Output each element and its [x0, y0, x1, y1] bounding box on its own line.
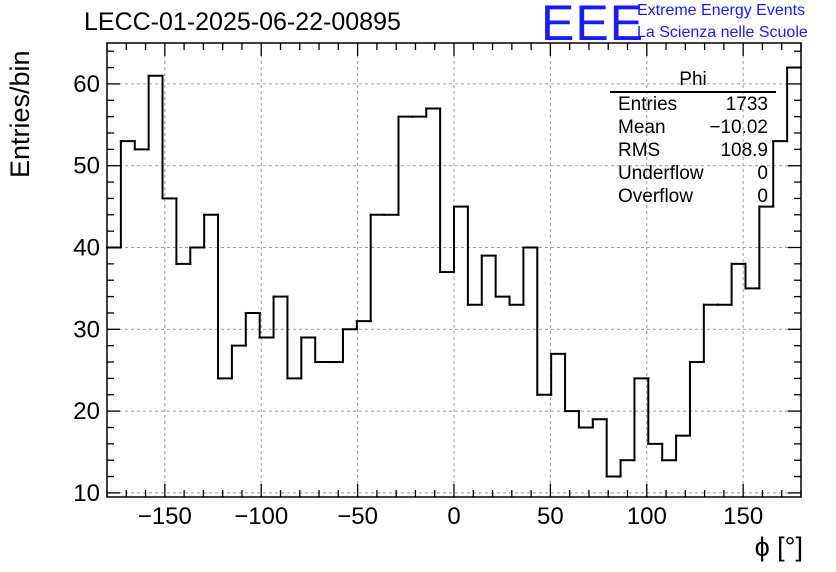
y-tick-label: 30: [73, 316, 100, 343]
stats-row-overflow: Overflow 0: [610, 185, 776, 208]
stats-label: Entries: [618, 94, 678, 115]
logo-mark: EEE: [541, 0, 645, 51]
x-tick-label: −50: [337, 503, 378, 530]
stats-box: Phi Entries 1733 Mean −10.02 RMS 108.9 U…: [610, 69, 776, 208]
stats-label: Overflow: [618, 186, 693, 207]
stats-title: Phi: [610, 69, 776, 93]
y-tick-label: 40: [73, 235, 100, 262]
y-axis-label: Entries/bin: [5, 50, 35, 178]
y-tick-label: 20: [73, 398, 100, 425]
grid-lines: [107, 43, 801, 497]
stats-row-underflow: Underflow 0: [610, 162, 776, 185]
logo-line-1: Extreme Energy Events: [637, 2, 806, 19]
x-tick-label: 100: [627, 503, 667, 530]
chart-title: LECC-01-2025-06-22-00895: [84, 8, 401, 36]
axis-tick-labels: −150 −100 −50 0 50 100 150 10 20 30 40 50 60: [73, 71, 763, 530]
x-tick-label: −150: [138, 503, 192, 530]
histogram-series: [106, 66, 802, 478]
stats-row-mean: Mean −10.02: [610, 116, 776, 139]
x-tick-label: 150: [723, 503, 763, 530]
logo-line-2: La Scienza nelle Scuole: [637, 24, 808, 41]
stats-value: 0: [757, 163, 768, 184]
y-tick-label: 60: [73, 71, 100, 98]
stats-value: 1733: [725, 94, 768, 115]
x-tick-label: −100: [234, 503, 288, 530]
x-tick-label: 50: [537, 503, 564, 530]
stats-row-entries: Entries 1733: [610, 93, 776, 116]
stats-value: −10.02: [709, 117, 768, 138]
stats-label: Mean: [618, 117, 666, 138]
axis-ticks: [106, 43, 802, 497]
stats-row-rms: RMS 108.9: [610, 139, 776, 162]
x-axis-label: ϕ [°]: [754, 532, 803, 562]
stats-label: Underflow: [618, 163, 704, 184]
stats-label: RMS: [618, 140, 661, 161]
x-tick-label: 0: [447, 503, 460, 530]
stats-value: 0: [757, 186, 768, 207]
stats-value: 108.9: [720, 140, 768, 161]
y-tick-label: 10: [73, 480, 100, 507]
y-tick-label: 50: [73, 153, 100, 180]
